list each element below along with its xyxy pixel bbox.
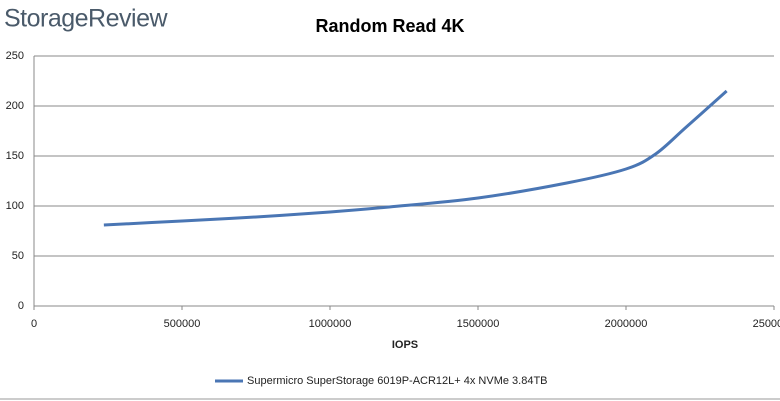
brand-logo: StorageReview <box>4 5 168 33</box>
y-tick-label: 0 <box>18 300 24 312</box>
x-axis-label: IOPS <box>392 339 418 351</box>
y-tick-label: 100 <box>6 200 24 212</box>
y-tick-label: 150 <box>6 150 24 162</box>
x-tick-label: 1000000 <box>309 318 352 330</box>
x-tick-label: 2000000 <box>605 318 648 330</box>
x-tick-label: 1500000 <box>457 318 500 330</box>
x-tick-label: 2500000 <box>753 318 780 330</box>
x-tick-label: 500000 <box>164 318 201 330</box>
x-tick-label: 0 <box>31 318 37 330</box>
y-tick-label: 50 <box>12 250 24 262</box>
chart-title: Random Read 4K <box>315 16 464 36</box>
y-tick-label: 200 <box>6 100 24 112</box>
data-line <box>103 89 728 227</box>
y-tick-label: 250 <box>6 50 24 62</box>
legend-label: Supermicro SuperStorage 6019P-ACR12L+ 4x… <box>247 375 548 387</box>
